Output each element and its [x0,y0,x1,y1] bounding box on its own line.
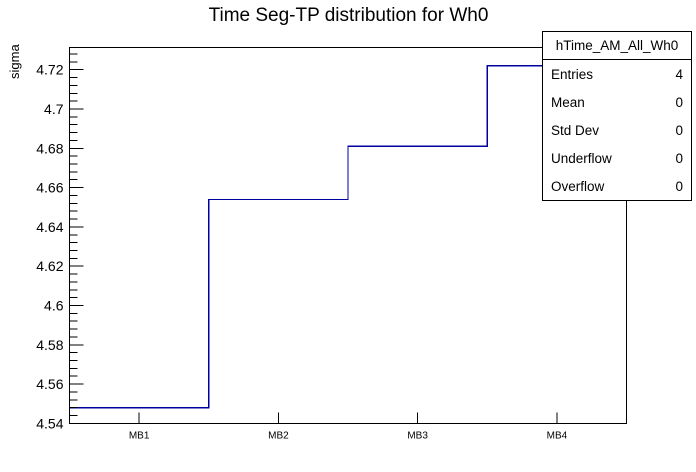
y-tick-label: 4.54 [36,415,63,431]
stats-row: Entries 4 [543,60,691,88]
plot-frame [69,47,627,424]
stats-row-label: Mean [551,94,585,110]
stats-row-value: 0 [675,94,683,110]
y-tick-label: 4.66 [36,180,63,196]
stats-row-label: Entries [551,66,594,82]
stats-row: Underflow 0 [543,144,691,172]
stats-row: Overflow 0 [543,172,691,200]
y-tick-label: 4.68 [36,140,63,156]
y-tick-label: 4.7 [44,101,64,117]
y-tick-label: 4.6 [44,298,64,314]
stats-row-label: Overflow [551,178,605,194]
stats-row-value: 0 [675,150,683,166]
x-ticks [138,412,558,424]
y-tick-label: 4.58 [36,337,63,353]
y-minor-ticks [69,53,78,416]
stats-row-label: Underflow [551,150,612,166]
stats-row: Std Dev 0 [543,116,691,144]
stats-row-value: 0 [675,122,683,138]
chart-title: Time Seg-TP distribution for Wh0 [208,5,489,26]
stats-row: Mean 0 [543,88,691,116]
stats-row-label: Std Dev [551,122,600,138]
y-tick-label: 4.64 [36,219,63,235]
y-tick-labels: 4.54 4.56 4.58 4.6 4.62 4.64 4.66 4.68 4.7 4.72 [36,62,63,432]
stats-row-value: 0 [675,178,683,194]
stats-row-value: 4 [675,66,683,82]
x-tick-label: MB1 [129,430,150,441]
stats-box: hTime_AM_All_Wh0 Entries 4 Mean 0 Std De… [542,31,692,201]
x-tick-label: MB3 [407,430,428,441]
x-tick-labels: MB1 MB2 MB3 MB4 [129,430,568,441]
stats-rows: Entries 4 Mean 0 Std Dev 0 Underflow 0 O… [543,60,691,200]
x-tick-label: MB4 [547,430,568,441]
y-tick-label: 4.56 [36,376,63,392]
x-tick-label: MB2 [268,430,289,441]
y-major-ticks [69,69,84,424]
y-tick-label: 4.72 [36,62,63,78]
y-tick-label: 4.62 [36,258,63,274]
stats-box-title: hTime_AM_All_Wh0 [543,32,691,60]
